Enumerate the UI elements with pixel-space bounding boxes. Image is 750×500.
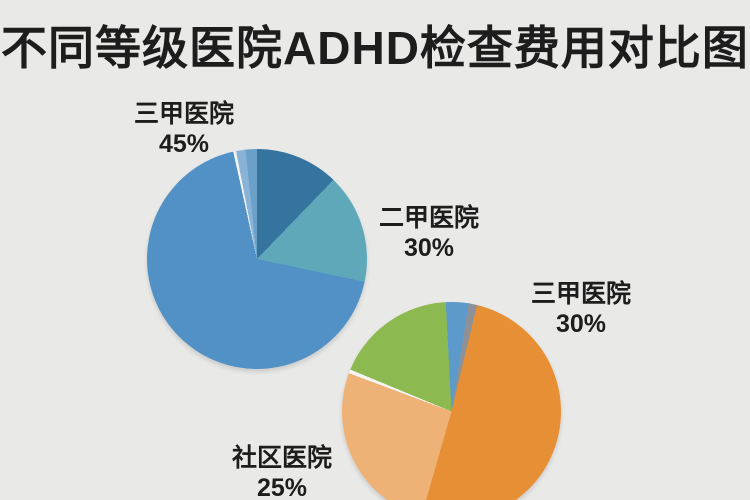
callout-orange-pie-shequ: 社区医院 25% [202, 443, 362, 500]
callout-label: 三甲医院 [133, 100, 234, 128]
callout-label: 三甲医院 [530, 280, 631, 308]
callout-percentage: 25% [256, 474, 308, 500]
pie-chart-blue [147, 149, 367, 369]
chart-title: 不同等级医院ADHD检查费用对比图 [1, 22, 749, 74]
pie-chart-orange [342, 302, 561, 500]
callout-percentage: 30% [403, 234, 455, 262]
callout-blue-pie-sanjia: 三甲医院 45% [104, 99, 264, 159]
callout-percentage: 45% [158, 130, 210, 158]
callout-blue-pie-erjia: 二甲医院 30% [349, 203, 509, 263]
callout-orange-pie-sanjia: 三甲医院 30% [501, 279, 661, 339]
callout-label: 二甲医院 [378, 204, 479, 232]
callout-percentage: 30% [555, 310, 607, 338]
callout-label: 社区医院 [231, 444, 332, 472]
